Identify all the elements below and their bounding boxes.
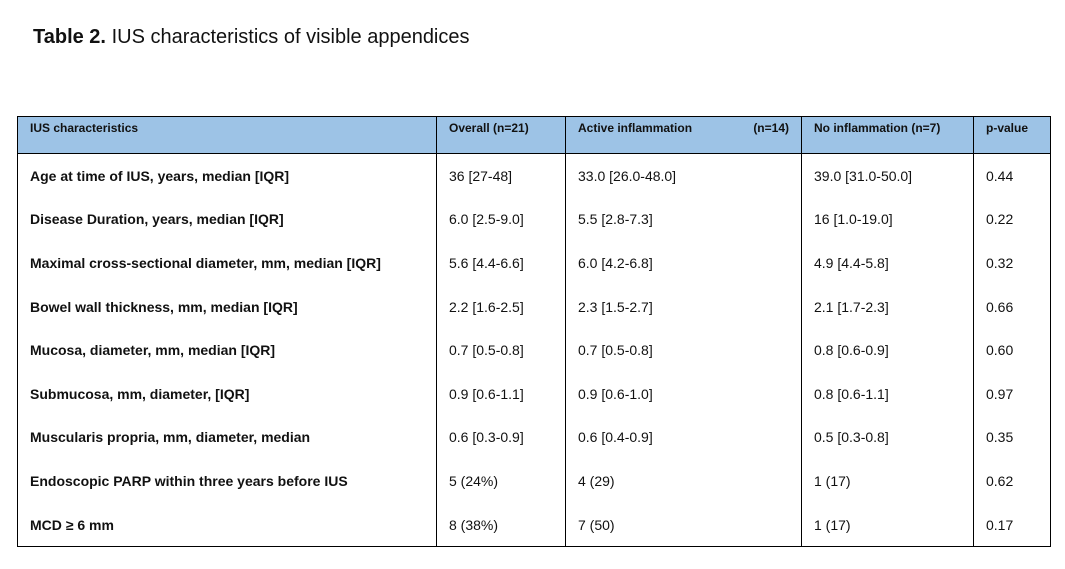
header-p-value: p-value bbox=[973, 116, 1051, 154]
header-characteristic: IUS characteristics bbox=[17, 116, 437, 154]
table-row: Maximal cross-sectional diameter, mm, me… bbox=[17, 241, 1051, 285]
cell-active-inflammation: 2.3 [1.5-2.7] bbox=[565, 284, 802, 329]
header-overall: Overall (n=21) bbox=[436, 116, 566, 154]
cell-active-inflammation: 33.0 [26.0-48.0] bbox=[565, 153, 802, 198]
header-row: IUS characteristics Overall (n=21) Activ… bbox=[17, 116, 1051, 154]
cell-overall: 0.6 [0.3-0.9] bbox=[436, 415, 566, 460]
cell-active-inflammation: 6.0 [4.2-6.8] bbox=[565, 241, 802, 285]
cell-p-value: 0.60 bbox=[973, 328, 1051, 372]
cell-active-inflammation: 0.9 [0.6-1.0] bbox=[565, 371, 802, 416]
header-no-inflammation: No inflammation (n=7) bbox=[801, 116, 974, 154]
cell-no-inflammation: 1 (17) bbox=[801, 502, 974, 548]
cell-no-inflammation: 2.1 [1.7-2.3] bbox=[801, 284, 974, 329]
cell-characteristic: MCD ≥ 6 mm bbox=[17, 502, 437, 548]
cell-active-inflammation: 5.5 [2.8-7.3] bbox=[565, 197, 802, 242]
cell-p-value: 0.35 bbox=[973, 415, 1051, 460]
cell-no-inflammation: 39.0 [31.0-50.0] bbox=[801, 153, 974, 198]
cell-overall: 5 (24%) bbox=[436, 459, 566, 503]
table-row: Bowel wall thickness, mm, median [IQR] 2.… bbox=[17, 284, 1051, 329]
cell-overall: 8 (38%) bbox=[436, 502, 566, 548]
cell-overall: 5.6 [4.4-6.6] bbox=[436, 241, 566, 285]
cell-overall: 36 [27-48] bbox=[436, 153, 566, 198]
table-row: Muscularis propria, mm, diameter, median… bbox=[17, 415, 1051, 460]
table-row: Mucosa, diameter, mm, median [IQR] 0.7 [0… bbox=[17, 328, 1051, 372]
cell-no-inflammation: 16 [1.0-19.0] bbox=[801, 197, 974, 242]
cell-active-inflammation: 4 (29) bbox=[565, 459, 802, 503]
cell-no-inflammation: 4.9 [4.4-5.8] bbox=[801, 241, 974, 285]
cell-overall: 0.7 [0.5-0.8] bbox=[436, 328, 566, 372]
cell-overall: 2.2 [1.6-2.5] bbox=[436, 284, 566, 329]
cell-characteristic: Endoscopic PARP within three years befor… bbox=[17, 459, 437, 503]
cell-characteristic: Submucosa, mm, diameter, [IQR] bbox=[17, 371, 437, 416]
cell-no-inflammation: 0.8 [0.6-1.1] bbox=[801, 371, 974, 416]
ius-characteristics-table: IUS characteristics Overall (n=21) Activ… bbox=[17, 116, 1051, 548]
caption-label: Table 2. bbox=[33, 26, 106, 48]
table-caption: Table 2. IUS characteristics of visible … bbox=[33, 26, 470, 49]
cell-characteristic: Disease Duration, years, median [IQR] bbox=[17, 197, 437, 242]
cell-p-value: 0.44 bbox=[973, 153, 1051, 198]
cell-p-value: 0.62 bbox=[973, 459, 1051, 503]
cell-active-inflammation: 0.6 [0.4-0.9] bbox=[565, 415, 802, 460]
cell-characteristic: Muscularis propria, mm, diameter, median bbox=[17, 415, 437, 460]
cell-p-value: 0.66 bbox=[973, 284, 1051, 329]
header-active-inflammation: Active inflammation (n=14) bbox=[565, 116, 802, 154]
cell-p-value: 0.22 bbox=[973, 197, 1051, 242]
cell-active-inflammation: 7 (50) bbox=[565, 502, 802, 548]
cell-overall: 0.9 [0.6-1.1] bbox=[436, 371, 566, 416]
caption-text: IUS characteristics of visible appendice… bbox=[111, 26, 470, 48]
cell-p-value: 0.97 bbox=[973, 371, 1051, 416]
header-active-n: (n=14) bbox=[753, 121, 789, 135]
table-row: MCD ≥ 6 mm 8 (38%) 7 (50) 1 (17) 0.17 bbox=[17, 502, 1051, 548]
table-row: Submucosa, mm, diameter, [IQR] 0.9 [0.6-1… bbox=[17, 371, 1051, 416]
table-header: IUS characteristics Overall (n=21) Activ… bbox=[17, 116, 1051, 154]
cell-p-value: 0.32 bbox=[973, 241, 1051, 285]
table-body: Age at time of IUS, years, median [IQR] 3… bbox=[17, 153, 1051, 548]
cell-characteristic: Mucosa, diameter, mm, median [IQR] bbox=[17, 328, 437, 372]
header-active-label: Active inflammation bbox=[578, 121, 693, 135]
cell-characteristic: Age at time of IUS, years, median [IQR] bbox=[17, 153, 437, 198]
cell-characteristic: Maximal cross-sectional diameter, mm, me… bbox=[17, 241, 437, 285]
cell-overall: 6.0 [2.5-9.0] bbox=[436, 197, 566, 242]
cell-no-inflammation: 1 (17) bbox=[801, 459, 974, 503]
cell-no-inflammation: 0.5 [0.3-0.8] bbox=[801, 415, 974, 460]
table-row: Disease Duration, years, median [IQR] 6.0… bbox=[17, 197, 1051, 242]
cell-characteristic: Bowel wall thickness, mm, median [IQR] bbox=[17, 284, 437, 329]
cell-active-inflammation: 0.7 [0.5-0.8] bbox=[565, 328, 802, 372]
cell-p-value: 0.17 bbox=[973, 502, 1051, 548]
table-row: Age at time of IUS, years, median [IQR] 3… bbox=[17, 153, 1051, 198]
cell-no-inflammation: 0.8 [0.6-0.9] bbox=[801, 328, 974, 372]
table-row: Endoscopic PARP within three years befor… bbox=[17, 459, 1051, 503]
